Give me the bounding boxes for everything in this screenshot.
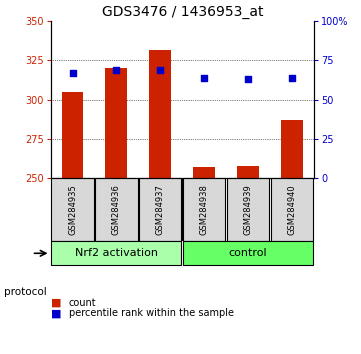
Text: count: count	[69, 298, 96, 308]
Bar	[149, 50, 171, 178]
Bar	[183, 178, 225, 241]
Bar	[183, 241, 313, 266]
Text: GSM284936: GSM284936	[112, 184, 121, 235]
Point	[289, 75, 295, 81]
Text: GSM284938: GSM284938	[200, 184, 209, 235]
Bar	[95, 178, 138, 241]
Bar	[271, 178, 313, 241]
Point	[201, 75, 207, 81]
Text: GSM284937: GSM284937	[156, 184, 165, 235]
Point	[70, 70, 75, 76]
Bar	[51, 178, 93, 241]
Text: protocol: protocol	[4, 287, 46, 297]
Text: GSM284939: GSM284939	[244, 184, 253, 235]
Bar	[61, 92, 83, 178]
Bar	[227, 178, 269, 241]
Point	[113, 67, 119, 73]
Bar	[105, 68, 127, 178]
Text: control: control	[229, 248, 268, 258]
Title: GDS3476 / 1436953_at: GDS3476 / 1436953_at	[101, 5, 263, 19]
Text: ■: ■	[51, 308, 61, 318]
Bar	[51, 241, 182, 266]
Text: percentile rank within the sample: percentile rank within the sample	[69, 308, 234, 318]
Text: ■: ■	[51, 298, 61, 308]
Text: GSM284935: GSM284935	[68, 184, 77, 235]
Text: GSM284940: GSM284940	[288, 184, 297, 235]
Text: Nrf2 activation: Nrf2 activation	[75, 248, 158, 258]
Bar	[237, 166, 259, 178]
Bar	[281, 120, 303, 178]
Bar	[139, 178, 182, 241]
Point	[157, 67, 163, 73]
Bar	[193, 167, 215, 178]
Point	[245, 76, 251, 82]
